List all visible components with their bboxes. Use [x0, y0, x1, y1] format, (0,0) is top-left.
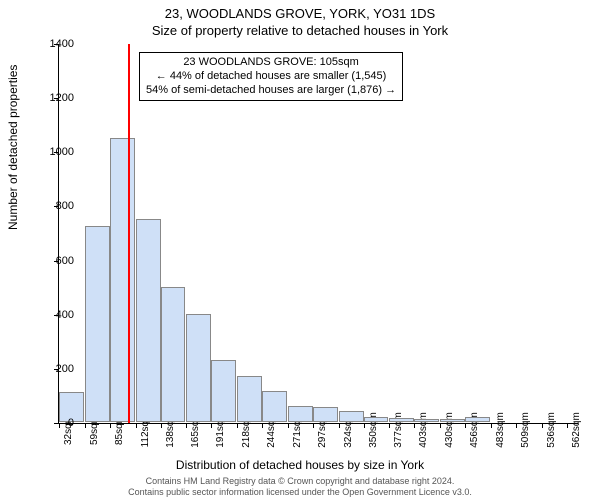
plot-area: 32sqm59sqm85sqm112sqm138sqm165sqm191sqm2… [58, 44, 578, 424]
y-tick-label: 600 [34, 255, 74, 267]
x-axis-label: Distribution of detached houses by size … [0, 458, 600, 472]
histogram-bar [440, 419, 465, 422]
annotation-line-3: 54% of semi-detached houses are larger (… [146, 84, 396, 98]
y-tick-label: 1200 [34, 92, 74, 104]
x-tick-label: 430sqm [444, 412, 455, 448]
x-tick [288, 423, 289, 428]
annotation-line-1: 23 WOODLANDS GROVE: 105sqm [146, 56, 396, 70]
x-tick [161, 423, 162, 428]
histogram-bar [339, 411, 364, 422]
x-tick [364, 423, 365, 428]
histogram-bar [237, 376, 262, 422]
x-tick [440, 423, 441, 428]
footer-line-1: Contains HM Land Registry data © Crown c… [0, 476, 600, 486]
histogram-bar [288, 406, 313, 422]
histogram-bar [414, 419, 439, 422]
histogram-bar [262, 391, 287, 422]
x-tick [211, 423, 212, 428]
annotation-line-2: ← 44% of detached houses are smaller (1,… [146, 70, 396, 84]
x-tick [389, 423, 390, 428]
x-tick [516, 423, 517, 428]
x-tick-label: 483sqm [495, 412, 506, 448]
x-tick [313, 423, 314, 428]
chart-container: 23, WOODLANDS GROVE, YORK, YO31 1DS Size… [0, 0, 600, 500]
y-tick-label: 1000 [34, 146, 74, 158]
y-axis-label: Number of detached properties [6, 65, 20, 230]
histogram-bar [389, 418, 414, 422]
chart-title: 23, WOODLANDS GROVE, YORK, YO31 1DS [0, 0, 600, 21]
chart-subtitle: Size of property relative to detached ho… [0, 21, 600, 38]
histogram-bar [85, 226, 110, 422]
reference-line [128, 44, 130, 423]
y-tick-label: 1400 [34, 38, 74, 50]
histogram-bar [364, 417, 389, 422]
x-tick [262, 423, 263, 428]
x-tick-label: 562sqm [571, 412, 582, 448]
x-tick-label: 536sqm [546, 412, 557, 448]
footer-line-2: Contains public sector information licen… [0, 487, 600, 497]
x-tick [414, 423, 415, 428]
x-tick [339, 423, 340, 428]
x-tick [136, 423, 137, 428]
x-tick [186, 423, 187, 428]
y-tick-label: 200 [34, 363, 74, 375]
x-tick [85, 423, 86, 428]
x-tick [237, 423, 238, 428]
histogram-bar [161, 287, 186, 422]
histogram-bar [465, 417, 490, 422]
x-tick [542, 423, 543, 428]
histogram-bar [136, 219, 161, 422]
histogram-bar [313, 407, 338, 422]
y-tick-label: 400 [34, 309, 74, 321]
annotation-box: 23 WOODLANDS GROVE: 105sqm← 44% of detac… [139, 52, 403, 101]
x-tick [491, 423, 492, 428]
y-tick-label: 800 [34, 200, 74, 212]
plot-container: 32sqm59sqm85sqm112sqm138sqm165sqm191sqm2… [58, 44, 578, 424]
x-tick-label: 403sqm [418, 412, 429, 448]
histogram-bar [186, 314, 211, 422]
histogram-bar [211, 360, 236, 422]
y-tick-label: 0 [34, 417, 74, 429]
x-tick [465, 423, 466, 428]
x-tick-label: 509sqm [520, 412, 531, 448]
histogram-bar [110, 138, 135, 422]
x-tick [567, 423, 568, 428]
x-tick [110, 423, 111, 428]
